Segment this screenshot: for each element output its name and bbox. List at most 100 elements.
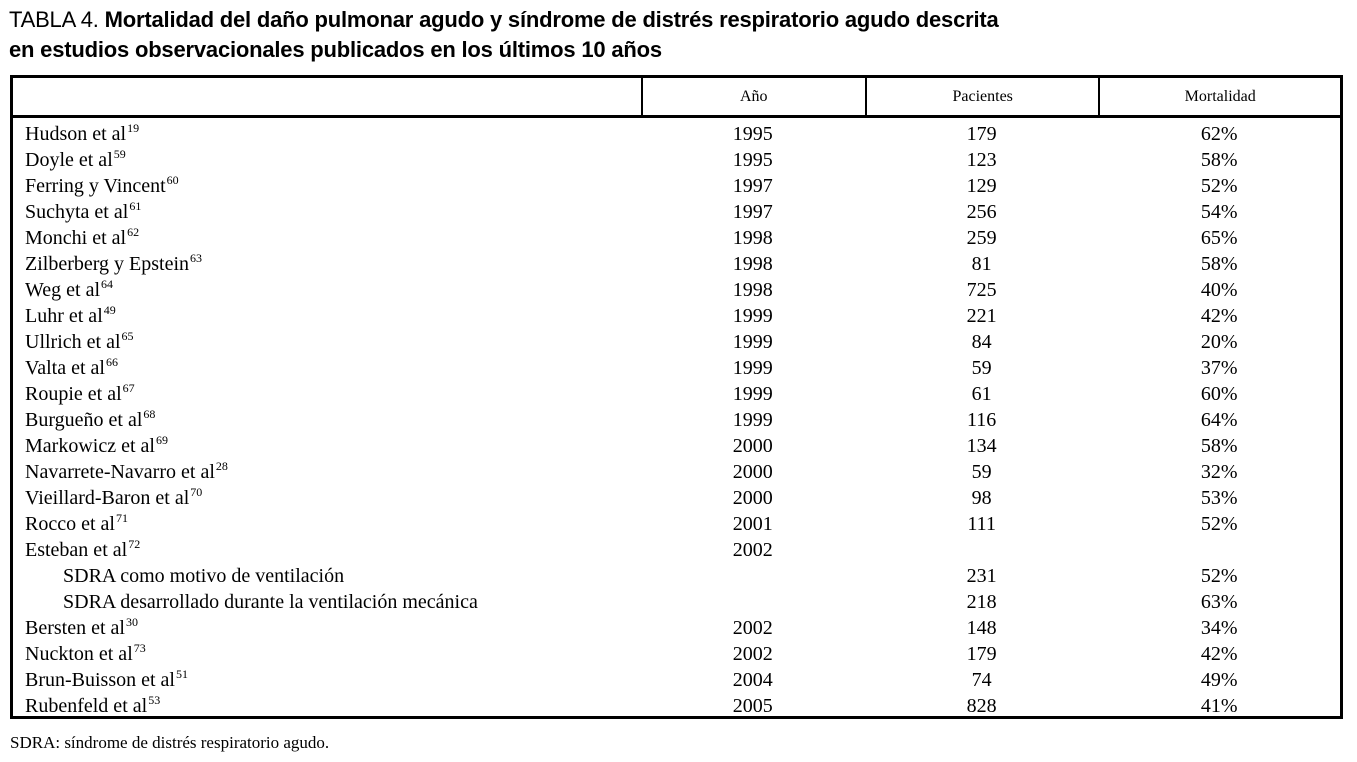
patients-cell: 259 — [966, 226, 997, 249]
patients-cell: 134 — [966, 434, 997, 457]
reference-superscript: 72 — [128, 536, 141, 551]
study-cell: Esteban et al72 — [13, 536, 641, 562]
study-name: SDRA como motivo de ventilación — [63, 564, 345, 587]
patients-cell: 231 — [966, 564, 997, 587]
study-name: Brun-Buisson et al — [25, 668, 175, 691]
year-cell: 1998 — [732, 252, 773, 275]
study-cell: Hudson et al19 — [13, 120, 641, 146]
mortality-cell: 58% — [1200, 148, 1238, 171]
mortality-cell: 52% — [1200, 512, 1238, 535]
table-body: Hudson et al19 1995 179 62% Doyle et al5… — [13, 118, 1340, 719]
study-cell: Burgueño et al68 — [13, 408, 641, 432]
patients-cell: 123 — [966, 148, 997, 171]
reference-superscript: 59 — [113, 146, 126, 161]
header-year-column: Año — [640, 78, 865, 115]
year-cell: 1999 — [732, 304, 773, 327]
table-title-text-2: en estudios observacionales publicados e… — [9, 37, 662, 62]
reference-superscript: 73 — [133, 640, 146, 655]
table-row: Roupie et al67 1999 61 60% — [13, 381, 1340, 407]
table-title-line1: TABLA 4. Mortalidad del daño pulmonar ag… — [9, 5, 1339, 35]
reference-superscript: 49 — [103, 302, 116, 317]
table-number-label: TABLA 4. — [9, 7, 99, 32]
mortality-cell: 62% — [1200, 122, 1238, 145]
mortality-cell: 40% — [1200, 278, 1238, 301]
patients-cell: 725 — [966, 278, 997, 301]
reference-superscript: 62 — [127, 224, 140, 239]
table-row: Weg et al64 1998 725 40% — [13, 277, 1340, 303]
patients-cell: 59 — [971, 356, 992, 379]
year-cell: 2000 — [732, 434, 773, 457]
study-name: Rocco et al — [25, 512, 115, 535]
reference-superscript: 60 — [166, 172, 179, 187]
study-cell: Nuckton et al73 — [13, 640, 641, 666]
patients-cell: 179 — [966, 642, 997, 665]
table-row: Markowicz et al69 2000 134 58% — [13, 433, 1340, 459]
patients-cell: 81 — [971, 252, 992, 275]
study-cell: Ullrich et al65 — [13, 330, 641, 354]
mortality-cell: 63% — [1200, 590, 1238, 613]
patients-cell: 84 — [971, 330, 992, 353]
year-cell: 2002 — [732, 538, 773, 561]
table-title-line2: en estudios observacionales publicados e… — [9, 35, 1339, 65]
table-row: Doyle et al59 1995 123 58% — [13, 147, 1340, 173]
patients-cell: 256 — [966, 200, 997, 223]
reference-superscript: 19 — [127, 120, 140, 135]
year-cell: 2005 — [732, 694, 773, 717]
reference-superscript: 30 — [125, 614, 138, 629]
study-cell: Weg et al64 — [13, 276, 641, 302]
reference-superscript: 53 — [148, 692, 161, 707]
study-cell: SDRA desarrollado durante la ventilación… — [13, 591, 641, 614]
study-name: Roupie et al — [25, 382, 122, 405]
patients-cell: 218 — [966, 590, 997, 613]
mortality-cell: 42% — [1200, 304, 1238, 327]
mortality-cell: 37% — [1200, 356, 1238, 379]
year-cell: 1998 — [732, 226, 773, 249]
reference-superscript: 63 — [190, 250, 203, 265]
year-cell: 1999 — [732, 382, 773, 405]
reference-superscript: 64 — [101, 276, 114, 291]
study-name: Valta et al — [25, 356, 105, 379]
reference-superscript: 61 — [129, 198, 142, 213]
table-row: Ullrich et al65 1999 84 20% — [13, 329, 1340, 355]
year-cell: 2002 — [732, 642, 773, 665]
study-name: Esteban et al — [25, 538, 128, 561]
study-name: Hudson et al — [25, 122, 127, 145]
table-row: Monchi et al62 1998 259 65% — [13, 225, 1340, 251]
mortality-cell: 32% — [1200, 460, 1238, 483]
table-row: Rocco et al71 2001 111 52% — [13, 511, 1340, 537]
patients-cell: 116 — [967, 408, 997, 431]
year-cell: 1995 — [732, 148, 773, 171]
year-cell: 2000 — [732, 486, 773, 509]
patients-cell: 98 — [971, 486, 992, 509]
header-patients-column: Pacientes — [864, 78, 1099, 115]
year-cell: 2000 — [732, 460, 773, 483]
study-cell: Monchi et al62 — [13, 224, 641, 250]
reference-superscript: 71 — [115, 510, 128, 525]
reference-superscript: 51 — [176, 666, 188, 681]
table-row: SDRA como motivo de ventilación 231 52% — [13, 563, 1340, 589]
table-row: Rubenfeld et al53 2005 828 41% — [13, 693, 1340, 719]
mortality-cell: 58% — [1200, 434, 1238, 457]
mortality-cell: 65% — [1200, 226, 1238, 249]
mortality-table: Año Pacientes Mortalidad Hudson et al19 … — [10, 75, 1343, 719]
study-name: Nuckton et al — [25, 642, 133, 665]
year-cell: 1997 — [732, 174, 773, 197]
study-cell: Suchyta et al61 — [13, 198, 641, 224]
study-cell: Markowicz et al69 — [13, 434, 641, 458]
patients-cell: 828 — [966, 694, 997, 717]
study-cell: Navarrete-Navarro et al28 — [13, 460, 641, 484]
study-name: Vieillard-Baron et al — [25, 486, 190, 509]
mortality-cell: 20% — [1200, 330, 1238, 353]
study-name: Ullrich et al — [25, 330, 121, 353]
table-row: Burgueño et al68 1999 116 64% — [13, 407, 1340, 433]
patients-cell: 179 — [966, 122, 997, 145]
study-name: Doyle et al — [25, 148, 113, 171]
study-cell: Vieillard-Baron et al70 — [13, 484, 641, 510]
mortality-cell: 41% — [1200, 694, 1238, 717]
reference-superscript: 70 — [190, 484, 203, 499]
patients-cell: 221 — [966, 304, 997, 327]
mortality-cell: 34% — [1200, 616, 1238, 639]
study-cell: Bersten et al30 — [13, 614, 641, 640]
reference-superscript: 66 — [105, 354, 118, 369]
